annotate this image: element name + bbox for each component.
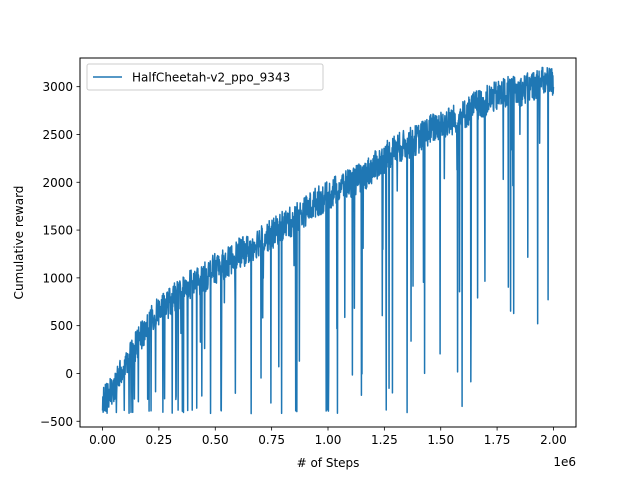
x-tick-label: 1.75: [484, 433, 511, 447]
y-axis-label: Cumulative reward: [12, 186, 26, 300]
series-line-HalfCheetah-v2_ppo_9343: [101, 66, 555, 415]
y-tick-label: 3000: [42, 80, 73, 94]
x-axis-ticks: 0.00 0.25 0.50 0.75 1.00 1.25 1.50 1.75 2.00: [89, 427, 567, 447]
y-tick-label: −500: [40, 415, 73, 429]
y-tick-label: 2000: [42, 176, 73, 190]
x-tick-label: 2.00: [540, 433, 567, 447]
y-tick-label: 2500: [42, 128, 73, 142]
x-tick-label: 0.25: [146, 433, 173, 447]
y-tick-label: 500: [50, 319, 73, 333]
x-tick-label: 1.50: [427, 433, 454, 447]
y-tick-label: 1500: [42, 224, 73, 238]
legend-label: HalfCheetah-v2_ppo_9343: [132, 71, 290, 85]
x-axis-offset-label: 1e6: [553, 455, 576, 469]
x-tick-label: 0.50: [202, 433, 229, 447]
x-tick-label: 1.25: [371, 433, 398, 447]
y-axis-ticks: −500 0 500 1000 1500 2000 2500 3000: [40, 80, 80, 429]
x-axis-label: # of Steps: [297, 456, 360, 470]
x-tick-label: 1.00: [315, 433, 342, 447]
legend: HalfCheetah-v2_ppo_9343: [86, 63, 324, 91]
legend-box: [86, 63, 324, 91]
x-tick-label: 0.75: [258, 433, 285, 447]
y-tick-label: 1000: [42, 271, 73, 285]
x-tick-label: 0.00: [89, 433, 116, 447]
series-layer: [101, 66, 555, 415]
y-tick-label: 0: [65, 367, 73, 381]
